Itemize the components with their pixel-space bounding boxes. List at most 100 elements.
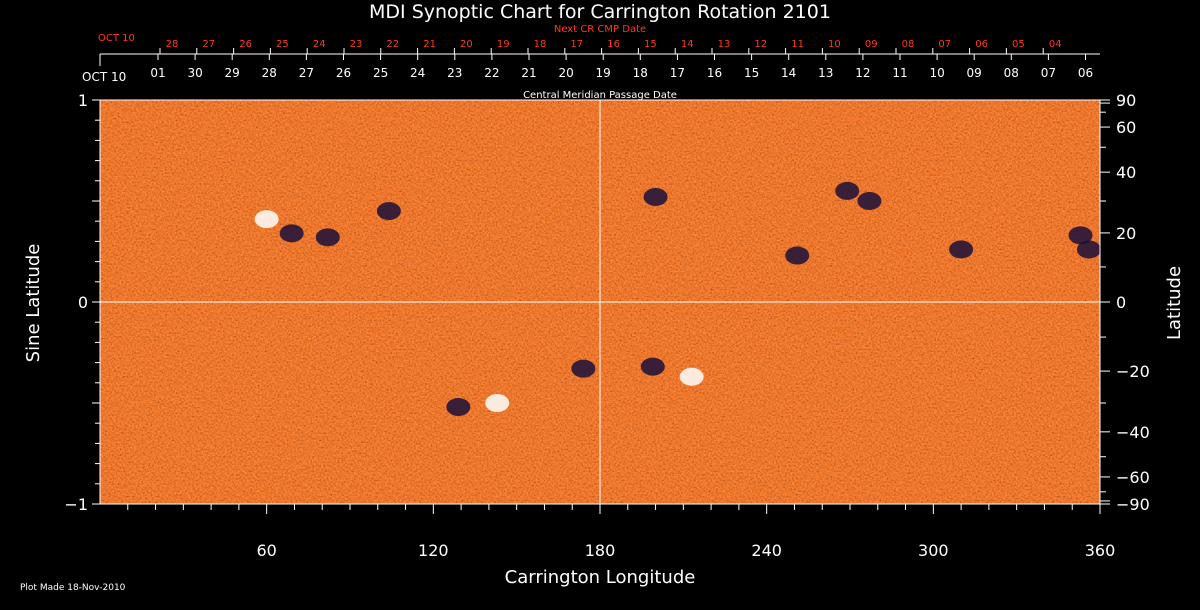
cmp-date-4: 27 bbox=[299, 66, 314, 80]
x-tick-label-240: 240 bbox=[751, 541, 782, 560]
y-axis-left-label: Sine Latitude bbox=[23, 244, 44, 363]
cmp-date-7: 24 bbox=[410, 66, 425, 80]
active-region-10 bbox=[643, 187, 668, 206]
y-right-tick-label--60: −60 bbox=[1116, 468, 1150, 487]
next-cmp-date-13: 15 bbox=[644, 39, 657, 50]
active-region-4 bbox=[376, 202, 401, 221]
next-cmp-date-14: 14 bbox=[681, 39, 694, 50]
cmp-date-9: 22 bbox=[484, 66, 499, 80]
active-region-11 bbox=[835, 181, 860, 200]
next-cmp-date-5: 23 bbox=[350, 39, 363, 50]
active-region-2 bbox=[279, 224, 304, 243]
cmp-date-22: 09 bbox=[967, 66, 982, 80]
next-cmp-date-18: 10 bbox=[828, 39, 841, 50]
next-cmp-ticks: 28 27 26 25 24 23 22 21 20 19 18 17 16 15 14 13 12 11 10 09… bbox=[159, 39, 1062, 54]
y-right-tick-label-0: 0 bbox=[1116, 293, 1126, 312]
y-left-tick-label--1: −1 bbox=[64, 495, 88, 514]
cmp-date-25: 06 bbox=[1078, 66, 1093, 80]
active-region-3 bbox=[315, 228, 340, 247]
active-region-5 bbox=[446, 398, 471, 417]
y-right-tick-label-90: 90 bbox=[1116, 91, 1136, 110]
x-tick-label-360: 360 bbox=[1085, 541, 1116, 560]
cmp-date-13: 18 bbox=[633, 66, 648, 80]
cmp-date-19: 12 bbox=[855, 66, 870, 80]
cmp-start-label: OCT 10 bbox=[82, 70, 126, 84]
next-cmp-date-1: 27 bbox=[202, 39, 215, 50]
y-axis-right-label: Latitude bbox=[1164, 266, 1185, 340]
cmp-date-3: 28 bbox=[262, 66, 277, 80]
next-cmp-date-16: 12 bbox=[754, 39, 767, 50]
next-cmp-date-23: 05 bbox=[1012, 39, 1025, 50]
magnetogram-map bbox=[100, 100, 1100, 504]
x-tick-label-180: 180 bbox=[585, 541, 616, 560]
cmp-date-17: 14 bbox=[781, 66, 796, 80]
next-cmp-date-22: 06 bbox=[975, 39, 988, 50]
next-cmp-date-4: 24 bbox=[313, 39, 326, 50]
cmp-date-15: 16 bbox=[707, 66, 722, 80]
next-cmp-start-label: OCT 10 bbox=[98, 33, 135, 44]
y-right-tick-label--40: −40 bbox=[1116, 423, 1150, 442]
y-right-tick-label-40: 40 bbox=[1116, 163, 1136, 182]
x-axis-label: Carrington Longitude bbox=[505, 567, 696, 588]
cmp-date-10: 21 bbox=[521, 66, 536, 80]
next-cmp-date-6: 22 bbox=[386, 39, 399, 50]
active-region-14 bbox=[1068, 226, 1093, 245]
active-regions bbox=[254, 181, 1100, 417]
next-cmp-date-17: 11 bbox=[791, 39, 804, 50]
chart-title: MDI Synoptic Chart for Carrington Rotati… bbox=[369, 1, 831, 23]
next-cmp-date-11: 17 bbox=[570, 39, 583, 50]
cmp-date-0: 01 bbox=[150, 66, 165, 80]
active-region-16 bbox=[949, 240, 974, 259]
cmp-date-21: 10 bbox=[929, 66, 944, 80]
cmp-ticks: 01 30 29 28 27 26 25 24 23 22 21 20 19 18 17 16 15 14 13 12… bbox=[150, 54, 1093, 80]
next-cmp-date-2: 26 bbox=[239, 39, 252, 50]
active-region-12 bbox=[857, 192, 882, 210]
next-cmp-axis-label: Next CR CMP Date bbox=[554, 24, 646, 35]
y-left-tick-label-1: 1 bbox=[78, 91, 88, 110]
active-region-7 bbox=[571, 359, 596, 378]
cmp-date-24: 07 bbox=[1041, 66, 1056, 80]
cmp-date-23: 08 bbox=[1004, 66, 1019, 80]
cmp-date-6: 25 bbox=[373, 66, 388, 80]
next-cmp-date-9: 19 bbox=[497, 39, 510, 50]
active-region-6 bbox=[485, 394, 510, 412]
y-right-tick-label-60: 60 bbox=[1116, 118, 1136, 137]
next-cmp-date-20: 08 bbox=[902, 39, 915, 50]
active-region-9 bbox=[679, 367, 704, 386]
cmp-date-8: 23 bbox=[447, 66, 462, 80]
gridlines bbox=[100, 100, 1100, 504]
next-cmp-date-12: 16 bbox=[607, 39, 620, 50]
cmp-date-1: 30 bbox=[187, 66, 202, 80]
active-region-15 bbox=[1076, 240, 1100, 259]
next-cmp-date-3: 25 bbox=[276, 39, 289, 50]
x-axis: 60 120 180 240 300 360 bbox=[127, 504, 1116, 560]
next-cmp-date-10: 18 bbox=[534, 39, 547, 50]
next-cmp-date-21: 07 bbox=[938, 39, 951, 50]
y-right-tick-label--90: −90 bbox=[1116, 495, 1150, 514]
y-right-tick-label--20: −20 bbox=[1116, 362, 1150, 381]
next-cmp-date-19: 09 bbox=[865, 39, 878, 50]
x-tick-label-300: 300 bbox=[918, 541, 949, 560]
y-right-tick-label-20: 20 bbox=[1116, 224, 1136, 243]
next-cmp-date-0: 28 bbox=[166, 39, 179, 50]
active-region-1 bbox=[254, 210, 279, 229]
cmp-date-5: 26 bbox=[336, 66, 351, 80]
cmp-date-18: 13 bbox=[818, 66, 833, 80]
cmp-date-12: 19 bbox=[596, 66, 611, 80]
active-region-13 bbox=[785, 246, 810, 265]
cmp-date-2: 29 bbox=[225, 66, 240, 80]
next-cmp-date-24: 04 bbox=[1049, 39, 1062, 50]
y-axis-right: 90 60 40 20 0 −20 −40 −60 −90 bbox=[1100, 91, 1150, 514]
x-tick-label-60: 60 bbox=[256, 541, 276, 560]
y-left-tick-label-0: 0 bbox=[78, 293, 88, 312]
cmp-date-20: 11 bbox=[892, 66, 907, 80]
cmp-date-16: 15 bbox=[744, 66, 759, 80]
cmp-axis-label: Central Meridian Passage Date bbox=[523, 90, 677, 101]
next-cmp-date-15: 13 bbox=[718, 39, 731, 50]
y-axis-left: 1 0 −1 bbox=[64, 91, 100, 514]
x-tick-label-120: 120 bbox=[418, 541, 449, 560]
cmp-date-14: 17 bbox=[670, 66, 685, 80]
next-cmp-date-8: 20 bbox=[460, 39, 473, 50]
cmp-date-11: 20 bbox=[558, 66, 573, 80]
